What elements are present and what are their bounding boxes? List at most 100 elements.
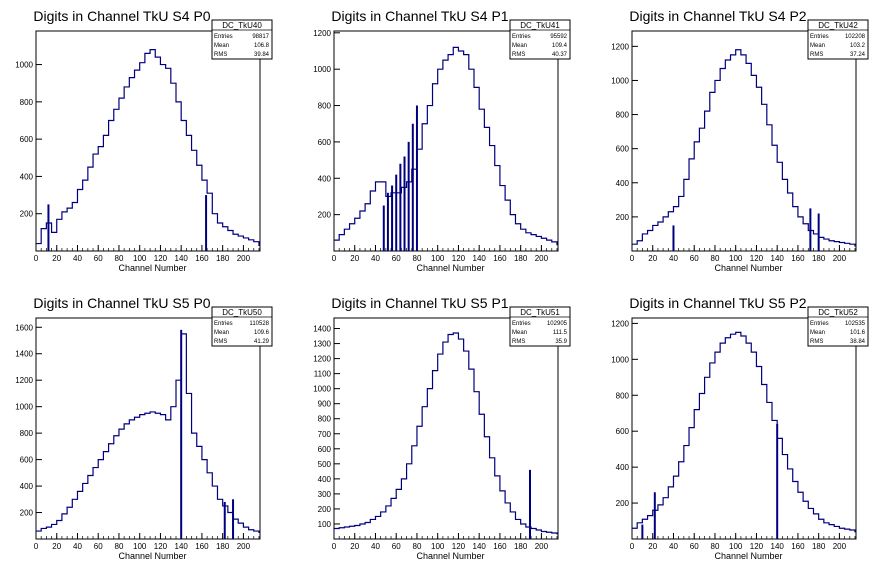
x-tick-label: 20: [52, 542, 61, 551]
x-tick-label: 180: [514, 254, 528, 263]
x-tick-label: 160: [493, 542, 507, 551]
x-tick-label: 80: [115, 254, 124, 263]
x-tick-label: 180: [812, 542, 826, 551]
y-tick-label: 700: [318, 430, 332, 439]
stats-box: DC_TkU52 Entries 102535 Mean 101.6 RMS 38.84: [807, 306, 869, 347]
stats-value: 95592: [550, 34, 567, 40]
y-tick-label: 1200: [611, 319, 629, 328]
y-tick-label: 400: [616, 179, 630, 188]
stats-label: Entries: [810, 321, 829, 327]
stats-value: 35.9: [555, 339, 567, 345]
x-tick-label: 160: [493, 254, 507, 263]
y-tick-label: 600: [616, 427, 630, 436]
histogram-line: [632, 331, 856, 533]
stats-label: Entries: [512, 34, 531, 40]
stats-label: Entries: [214, 34, 233, 40]
y-tick-label: 600: [20, 135, 34, 144]
x-axis-label: Channel Number: [118, 263, 186, 273]
y-tick-label: 600: [20, 456, 34, 465]
stats-label: RMS: [810, 52, 823, 58]
y-tick-label: 800: [20, 98, 34, 107]
y-tick-label: 100: [318, 520, 332, 529]
y-tick-label: 800: [616, 111, 630, 120]
stats-box: DC_TkU51 Entries 102905 Mean 111.5 RMS 35.9: [509, 306, 571, 347]
stats-label: Mean: [810, 330, 825, 336]
x-tick-label: 20: [52, 254, 61, 263]
x-tick-label: 120: [750, 542, 764, 551]
y-tick-label: 200: [20, 210, 34, 219]
stats-value: 103.2: [850, 43, 866, 49]
x-tick-label: 180: [514, 542, 528, 551]
stats-label: RMS: [214, 52, 227, 58]
panel-title: Digits in Channel TkU S5 P0: [33, 295, 210, 311]
y-tick-label: 1000: [313, 65, 331, 74]
x-tick-label: 60: [392, 254, 401, 263]
y-tick-label: 1400: [15, 350, 33, 359]
y-tick-label: 1000: [15, 403, 33, 412]
panel-title: Digits in Channel TkU S4 P0: [33, 8, 210, 24]
x-tick-label: 140: [771, 542, 785, 551]
stats-label: Mean: [214, 43, 229, 49]
x-tick-label: 100: [133, 542, 147, 551]
x-tick-label: 40: [73, 254, 82, 263]
y-tick-label: 600: [616, 145, 630, 154]
panel-title: Digits in Channel TkU S4 P1: [331, 8, 508, 24]
x-tick-label: 120: [750, 254, 764, 263]
stats-box-frame: [211, 306, 273, 347]
y-tick-label: 1000: [15, 61, 33, 70]
stats-label: RMS: [810, 339, 823, 345]
stats-label: Mean: [810, 43, 825, 49]
y-tick-label: 600: [318, 138, 332, 147]
stats-value: 37.24: [850, 52, 866, 58]
histogram-panel-2: Digits in Channel TkU S4 P1 200 400 600 800 1…: [313, 8, 571, 273]
stats-value: 41.29: [254, 339, 270, 345]
x-tick-label: 200: [833, 254, 847, 263]
stats-box-name: DC_TkU52: [818, 308, 858, 317]
y-tick-label: 200: [20, 509, 34, 518]
x-tick-label: 200: [237, 254, 251, 263]
x-tick-label: 200: [237, 542, 251, 551]
histogram-panel-3: Digits in Channel TkU S4 P22004006008001…: [611, 8, 869, 273]
x-tick-label: 40: [371, 542, 380, 551]
stats-box: DC_TkU42 Entries 102208 Mean 103.2 RMS 37.24: [807, 19, 869, 60]
x-axis-label: Channel Number: [416, 263, 484, 273]
x-tick-label: 80: [115, 542, 124, 551]
x-tick-label: 140: [771, 254, 785, 263]
stats-value: 38.84: [850, 339, 866, 345]
y-tick-label: 200: [616, 499, 630, 508]
x-tick-label: 120: [154, 254, 168, 263]
x-tick-label: 60: [690, 254, 699, 263]
x-tick-label: 180: [216, 254, 230, 263]
x-tick-label: 40: [371, 254, 380, 263]
x-tick-label: 60: [94, 254, 103, 263]
y-tick-label: 800: [318, 102, 332, 111]
x-tick-label: 200: [535, 542, 549, 551]
x-tick-label: 140: [175, 254, 189, 263]
stats-label: Entries: [512, 321, 531, 327]
histogram-panel-4: Digits in Channel TkU S5 P02004006008001…: [15, 295, 273, 561]
y-tick-label: 1200: [313, 355, 331, 364]
stats-value: 111.5: [553, 330, 568, 336]
x-tick-label: 20: [350, 254, 359, 263]
y-tick-label: 600: [318, 445, 332, 454]
y-tick-label: 400: [318, 475, 332, 484]
y-tick-label: 200: [318, 211, 332, 220]
x-tick-label: 120: [452, 542, 466, 551]
stats-box-name: DC_TkU51: [520, 308, 560, 317]
y-tick-label: 300: [318, 490, 332, 499]
stats-box-name: DC_TkU41: [520, 21, 560, 30]
y-tick-label: 1000: [611, 355, 629, 364]
stats-box: DC_TkU41 Entries 95592 Mean 109.4 RMS 40.37: [509, 19, 571, 60]
x-tick-label: 160: [791, 542, 805, 551]
y-tick-label: 400: [318, 174, 332, 183]
stats-value: 102535: [845, 321, 866, 327]
histogram-line: [632, 49, 856, 247]
x-tick-label: 80: [711, 254, 720, 263]
x-tick-label: 120: [452, 254, 466, 263]
y-tick-label: 400: [616, 463, 630, 472]
plot-frame: [333, 317, 559, 540]
x-tick-label: 200: [535, 254, 549, 263]
plot-frame: [631, 317, 857, 540]
x-tick-label: 180: [812, 254, 826, 263]
